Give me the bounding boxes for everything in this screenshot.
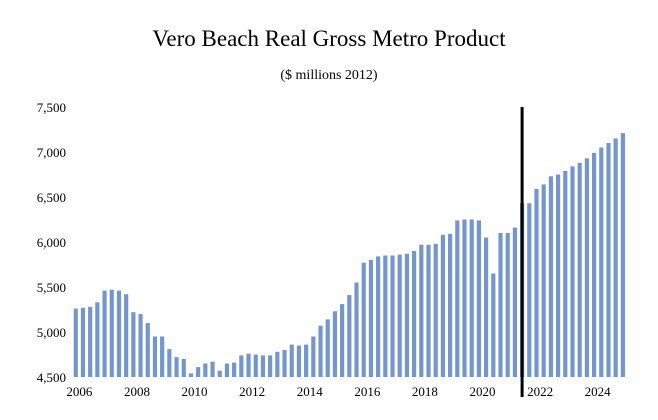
bar (167, 349, 172, 377)
bar (397, 254, 402, 377)
bar (152, 336, 158, 377)
bar (145, 323, 150, 377)
bar (275, 351, 280, 377)
x-tick-label: 2010 (182, 384, 208, 399)
bar (88, 306, 93, 377)
bar (160, 336, 165, 377)
bar (512, 227, 517, 377)
x-tick-label: 2022 (527, 384, 553, 399)
bar (332, 311, 338, 377)
bar (368, 260, 374, 377)
chart-title: Vero Beach Real Gross Metro Product (152, 26, 506, 51)
bar (541, 184, 546, 377)
bar (253, 354, 258, 377)
bar (376, 256, 381, 377)
bar (433, 243, 438, 377)
bar (116, 290, 122, 377)
bar (325, 319, 330, 377)
bar (613, 138, 618, 377)
y-tick-label: 7,500 (37, 100, 66, 115)
bar (203, 363, 208, 377)
x-tick-label: 2024 (585, 384, 612, 399)
bar (282, 350, 287, 377)
bar (592, 152, 597, 377)
bar (476, 220, 481, 377)
bar (491, 273, 496, 377)
bar (505, 233, 510, 377)
bar (383, 255, 388, 377)
y-tick-label: 5,500 (37, 280, 66, 295)
bar (484, 237, 489, 377)
bar (340, 304, 345, 377)
bar (548, 176, 553, 377)
bars-group (73, 133, 625, 377)
bar (210, 361, 215, 377)
bar (311, 336, 316, 377)
bar (390, 255, 395, 377)
bar (224, 363, 230, 377)
bar (498, 233, 503, 377)
bar (577, 162, 582, 377)
y-tick-label: 6,000 (37, 235, 66, 250)
bar (124, 294, 129, 377)
bar (412, 251, 417, 377)
chart-subtitle: ($ millions 2012) (280, 68, 378, 83)
bar (296, 345, 302, 377)
x-tick-label: 2016 (354, 384, 381, 399)
y-tick-label: 7,000 (37, 145, 66, 160)
y-tick-label: 6,500 (37, 190, 66, 205)
bar (419, 244, 424, 377)
bar (260, 355, 266, 377)
bar (347, 295, 352, 377)
bar (102, 290, 107, 377)
bar (131, 312, 136, 377)
bar (268, 355, 273, 377)
bar (584, 158, 589, 377)
y-tick-label: 4,500 (37, 370, 66, 385)
bar (455, 220, 460, 377)
x-tick-label: 2014 (297, 384, 324, 399)
bar (304, 344, 309, 377)
bar (404, 253, 409, 377)
bar (527, 203, 532, 377)
bar (73, 308, 78, 377)
x-tick-label: 2008 (124, 384, 150, 399)
bar (469, 219, 474, 377)
bar (174, 357, 179, 377)
bar (95, 302, 100, 377)
bar (440, 234, 445, 377)
bar (246, 353, 251, 377)
x-tick-label: 2006 (66, 384, 93, 399)
x-axis: 2006 2008 2010 2012 2014 2016 2018 2020 2022 2024 (66, 384, 611, 399)
bar (361, 262, 366, 377)
bar (426, 244, 431, 377)
y-axis: 4,500 5,000 5,500 6,000 6,500 7,000 7,500 (37, 100, 66, 385)
bar (232, 362, 237, 377)
bar (289, 344, 294, 377)
bar (181, 359, 186, 377)
bar (217, 370, 222, 377)
bar (599, 147, 604, 377)
x-tick-label: 2018 (412, 384, 438, 399)
bar (196, 367, 201, 377)
bar (563, 170, 568, 377)
bar (109, 289, 114, 377)
bar (448, 233, 453, 377)
bar (80, 307, 86, 377)
bar (138, 314, 143, 377)
bar (318, 325, 323, 377)
bar (570, 166, 575, 377)
bar (188, 373, 194, 377)
bar (534, 188, 539, 377)
x-tick-label: 2020 (470, 384, 496, 399)
y-tick-label: 5,000 (37, 325, 66, 340)
bar (620, 133, 625, 377)
bar (462, 219, 467, 377)
bar (606, 143, 611, 377)
bar (556, 174, 561, 377)
bar (239, 355, 244, 377)
x-tick-label: 2012 (239, 384, 265, 399)
bar (354, 282, 359, 377)
